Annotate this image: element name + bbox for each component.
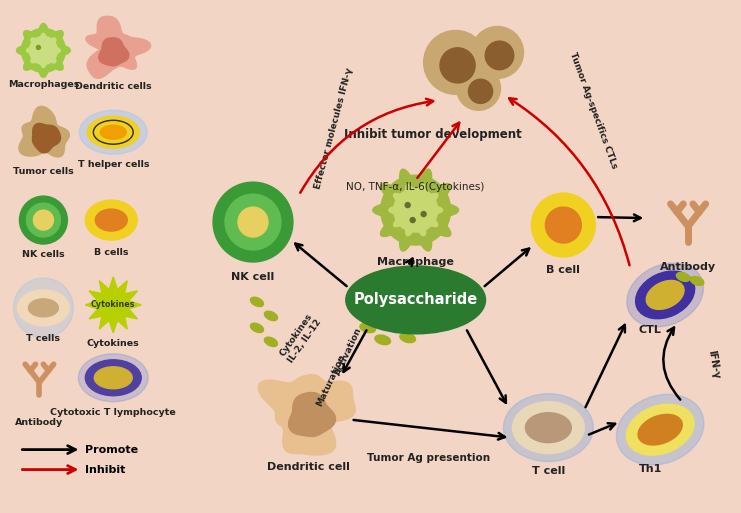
Circle shape <box>421 211 426 216</box>
Text: Th1: Th1 <box>639 464 662 473</box>
Circle shape <box>531 193 595 257</box>
Circle shape <box>468 79 493 104</box>
Circle shape <box>33 210 53 230</box>
Text: NK cells: NK cells <box>22 250 64 259</box>
Circle shape <box>405 203 411 208</box>
Ellipse shape <box>85 200 137 240</box>
Text: Activation: Activation <box>333 326 364 377</box>
Text: T cell: T cell <box>532 466 565 476</box>
Text: Promote: Promote <box>85 445 139 455</box>
Ellipse shape <box>265 337 277 346</box>
Circle shape <box>27 203 60 237</box>
Ellipse shape <box>400 333 416 343</box>
Polygon shape <box>389 184 442 236</box>
Ellipse shape <box>87 116 139 148</box>
Ellipse shape <box>375 335 391 345</box>
Ellipse shape <box>100 125 126 139</box>
Text: NK cell: NK cell <box>231 272 275 282</box>
Text: B cells: B cells <box>94 248 128 257</box>
Polygon shape <box>85 277 142 333</box>
Polygon shape <box>86 16 150 78</box>
Text: Macrophages: Macrophages <box>7 81 79 89</box>
Text: Polysaccharide: Polysaccharide <box>353 292 478 307</box>
Text: Dendritic cell: Dendritic cell <box>268 462 350 471</box>
Ellipse shape <box>79 354 148 402</box>
Circle shape <box>19 196 67 244</box>
Ellipse shape <box>360 323 376 332</box>
Text: Tumor cells: Tumor cells <box>13 167 74 176</box>
Text: Tumor Ag-specifics CTLs: Tumor Ag-specifics CTLs <box>568 51 619 170</box>
Ellipse shape <box>626 404 694 455</box>
Text: Inhibit: Inhibit <box>85 465 126 475</box>
Text: IFN-γ: IFN-γ <box>707 350 722 380</box>
Text: B cell: B cell <box>546 265 580 275</box>
Ellipse shape <box>18 290 70 326</box>
Polygon shape <box>99 38 129 66</box>
Ellipse shape <box>638 415 682 445</box>
Text: Tumor Ag presention: Tumor Ag presention <box>367 452 491 463</box>
Circle shape <box>36 46 41 49</box>
Polygon shape <box>373 169 459 251</box>
Polygon shape <box>33 124 61 153</box>
Polygon shape <box>19 106 70 157</box>
Circle shape <box>424 30 488 94</box>
Circle shape <box>545 207 582 243</box>
Ellipse shape <box>250 323 264 332</box>
Ellipse shape <box>28 299 59 317</box>
Ellipse shape <box>94 121 132 143</box>
Ellipse shape <box>617 394 704 465</box>
Polygon shape <box>27 33 60 67</box>
Text: Macrophage: Macrophage <box>377 257 454 267</box>
Ellipse shape <box>79 110 147 154</box>
Text: Cytokines
IL-2, IL-12: Cytokines IL-2, IL-12 <box>279 311 324 364</box>
Circle shape <box>225 194 281 250</box>
Text: NO, TNF-α, IL-6(Cytokines): NO, TNF-α, IL-6(Cytokines) <box>347 182 485 192</box>
Ellipse shape <box>646 281 684 309</box>
Ellipse shape <box>346 266 485 334</box>
Circle shape <box>13 278 73 338</box>
Circle shape <box>411 218 415 223</box>
Ellipse shape <box>94 367 132 389</box>
Ellipse shape <box>85 360 142 396</box>
Circle shape <box>456 66 500 110</box>
Polygon shape <box>288 392 336 437</box>
Text: Cytokines: Cytokines <box>91 301 136 309</box>
Text: CTL: CTL <box>639 325 662 335</box>
Polygon shape <box>258 374 355 455</box>
Ellipse shape <box>513 402 585 453</box>
Ellipse shape <box>96 209 127 231</box>
Text: Maturation: Maturation <box>315 352 347 407</box>
Ellipse shape <box>95 122 132 143</box>
Ellipse shape <box>503 393 594 462</box>
Polygon shape <box>16 24 70 77</box>
Circle shape <box>440 48 475 83</box>
Text: T helper cells: T helper cells <box>78 160 149 169</box>
Text: Effector molecules IFN-γ: Effector molecules IFN-γ <box>313 67 354 190</box>
Ellipse shape <box>265 311 277 321</box>
Text: Inhibit tumor development: Inhibit tumor development <box>344 128 522 141</box>
Circle shape <box>213 182 293 262</box>
Circle shape <box>471 27 523 78</box>
Text: Dendritic cells: Dendritic cells <box>75 83 152 91</box>
Circle shape <box>485 41 514 70</box>
Text: Antibody: Antibody <box>660 262 716 272</box>
Ellipse shape <box>691 277 704 285</box>
Circle shape <box>238 207 268 237</box>
Ellipse shape <box>250 297 264 307</box>
Text: T cells: T cells <box>27 334 61 343</box>
Text: Cytokines: Cytokines <box>87 339 139 348</box>
Ellipse shape <box>388 323 404 332</box>
Ellipse shape <box>677 272 690 282</box>
Text: Cytotoxic T lymphocyte: Cytotoxic T lymphocyte <box>50 408 176 417</box>
Ellipse shape <box>627 263 703 327</box>
Text: Antibody: Antibody <box>16 418 64 427</box>
Ellipse shape <box>636 271 695 319</box>
Ellipse shape <box>525 412 571 443</box>
Ellipse shape <box>93 120 133 144</box>
